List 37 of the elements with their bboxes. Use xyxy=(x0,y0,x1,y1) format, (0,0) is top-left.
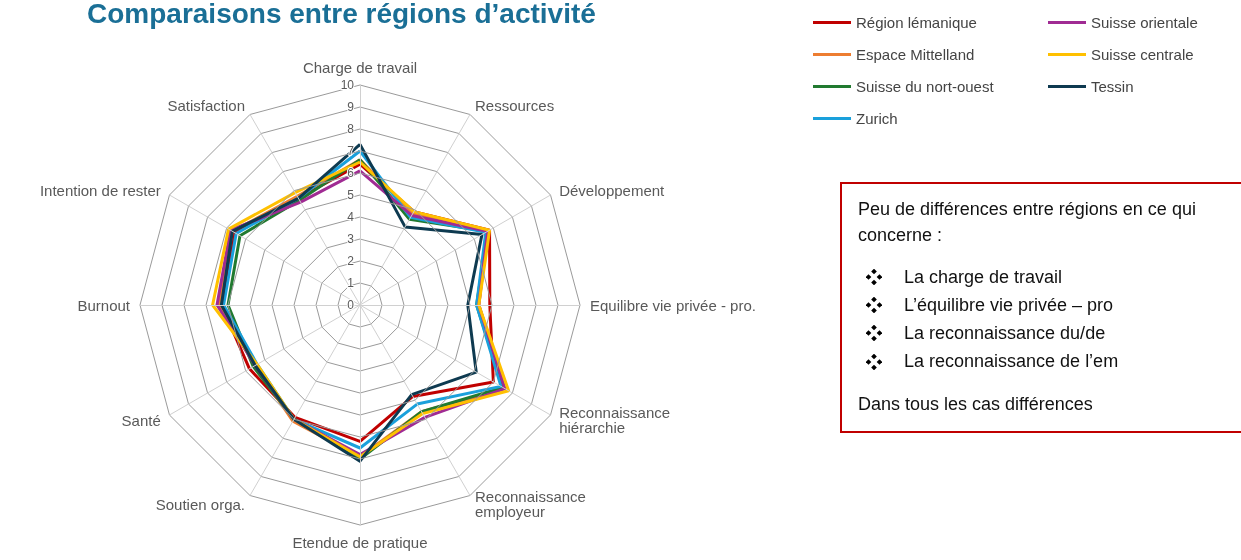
y-tick-label: 2 xyxy=(347,254,355,268)
legend-label: Tessin xyxy=(1091,78,1134,95)
spoke-label: Santé xyxy=(121,411,161,429)
y-tick-label: 9 xyxy=(347,100,355,114)
spoke-label: Satisfaction xyxy=(167,97,245,115)
text: L’équilibre vie privée – pro xyxy=(904,294,1114,318)
y-tick-label: 10 xyxy=(340,78,355,92)
y-tick-label: 5 xyxy=(347,188,355,202)
spoke-label: Développement xyxy=(559,181,666,199)
legend-label: Région lémanique xyxy=(856,14,977,31)
legend-label: Suisse du nort-ouest xyxy=(856,78,995,95)
text: Peu de différences entre régions en ce qui concerne : xyxy=(858,198,1197,248)
y-tick-label: 8 xyxy=(347,122,355,136)
spoke-label: Burnout xyxy=(77,296,131,314)
text: La reconnaissance de l’em xyxy=(904,350,1119,374)
spoke-label: Reconnaissance employeur xyxy=(475,488,586,521)
y-tick-label: 7 xyxy=(347,144,355,158)
spoke-label: Etendue de pratique xyxy=(292,534,428,551)
text: La reconnaissance du/de xyxy=(904,322,1106,346)
y-tick-label: 4 xyxy=(347,210,355,224)
spoke-label: Ressources xyxy=(475,97,555,115)
spoke-label: Reconnaissance hiérarchie xyxy=(559,404,671,436)
y-tick-label: 0 xyxy=(347,298,355,312)
legend-label: Zurich xyxy=(856,110,898,127)
text: Dans tous les cas différences xyxy=(858,392,1094,416)
y-tick-label: 1 xyxy=(347,276,355,290)
y-tick-label: 3 xyxy=(347,232,355,246)
legend-label: Suisse centrale xyxy=(1091,46,1194,63)
spoke-label: Charge de travail xyxy=(302,59,418,76)
y-tick-label: 6 xyxy=(347,166,355,180)
text: La charge de travail xyxy=(904,266,1063,290)
spoke-label: Equilibre vie privée - pro. xyxy=(590,296,756,314)
spoke-label: Soutien orga. xyxy=(155,495,245,513)
chart-title: Comparaisons entre régions d’activité xyxy=(87,0,596,29)
legend-label: Espace Mittelland xyxy=(856,46,975,63)
legend-label: Suisse orientale xyxy=(1091,14,1198,31)
spoke-label: Intention de rester xyxy=(39,181,161,199)
